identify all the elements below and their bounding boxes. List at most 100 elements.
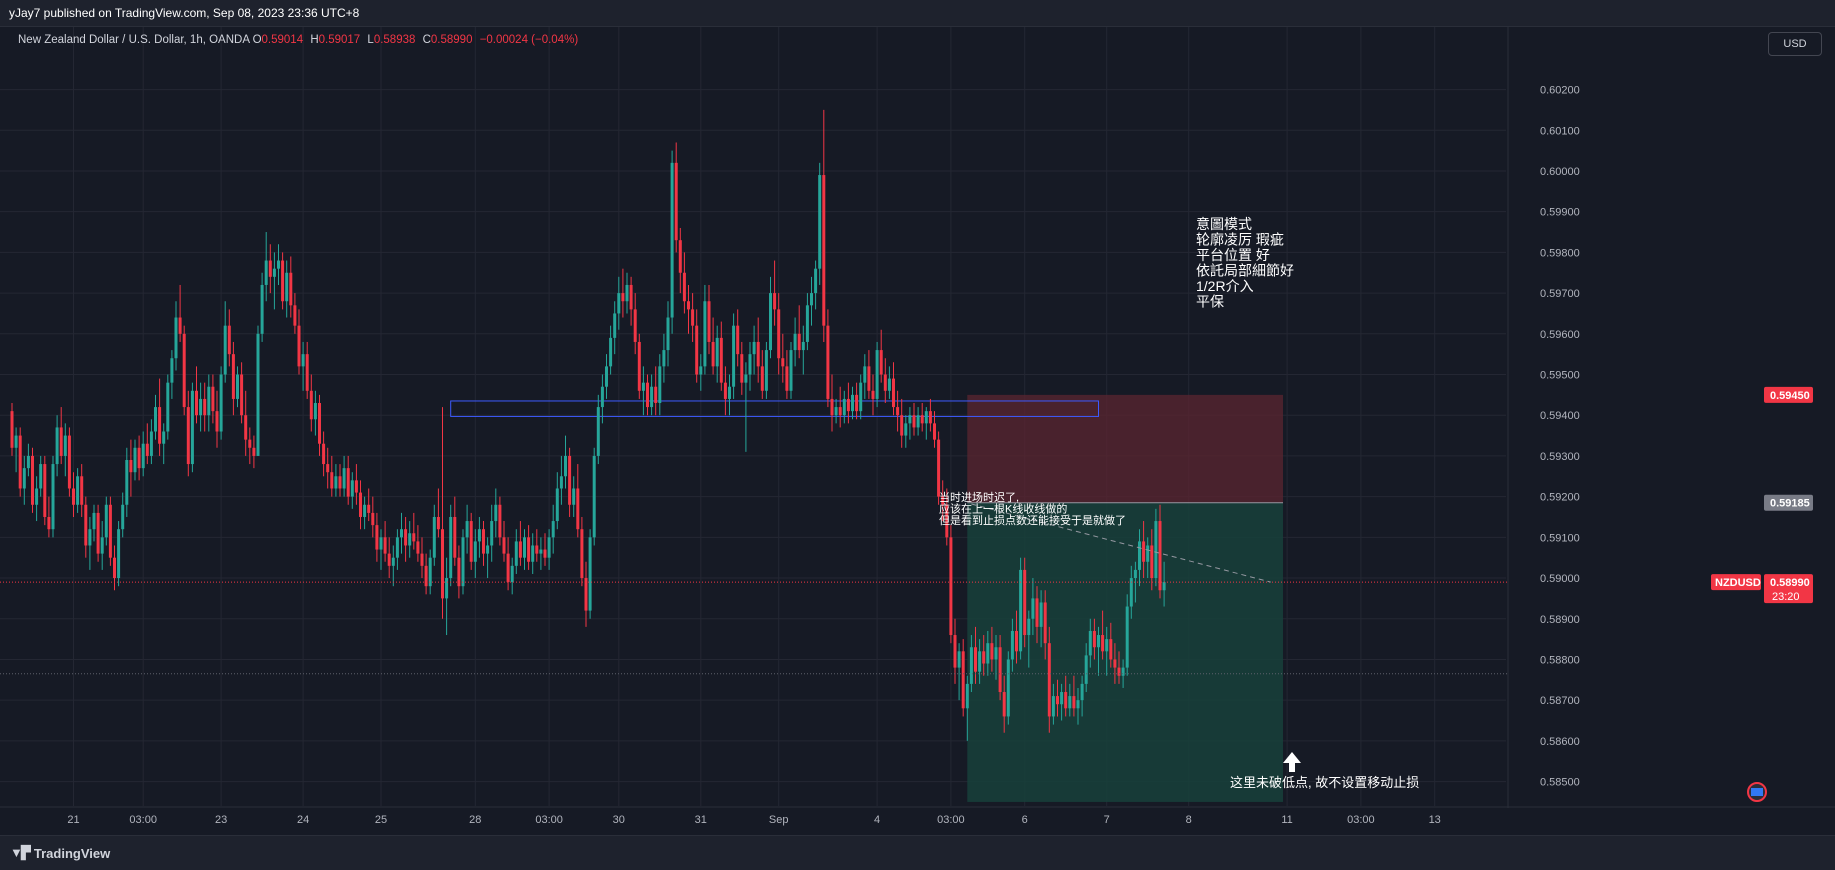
candle-body	[129, 459, 133, 473]
candle-body	[346, 468, 350, 497]
candle-body	[1121, 667, 1125, 676]
candle	[1101, 610, 1105, 660]
candle-body	[457, 557, 461, 587]
candle	[822, 109, 826, 342]
trajectory-dashed-line	[971, 503, 1271, 583]
candle	[982, 635, 986, 676]
candle-body	[605, 366, 608, 387]
tradingview-logo[interactable]: ▼▛ TradingView	[10, 845, 110, 861]
candle-body	[219, 374, 223, 432]
candle-body	[260, 284, 264, 334]
candle	[974, 626, 977, 684]
candle	[22, 455, 26, 505]
candle	[994, 635, 998, 680]
candle-body	[842, 398, 846, 416]
candle	[650, 374, 654, 416]
price-axis[interactable]: 0.60200 0.60100 0.60000 0.59900 0.59800 0.597…	[1507, 27, 1813, 808]
candle	[477, 516, 481, 558]
candle-body	[814, 268, 818, 294]
candle	[461, 529, 465, 595]
candle-body	[887, 378, 891, 391]
candle-body	[674, 162, 678, 241]
candle	[1113, 643, 1117, 684]
candle	[383, 521, 387, 562]
publish-header: yJay7 published on TradingView.com, Sep …	[0, 0, 1835, 27]
late-entry-note: 但是看到止损点数还能接受于是就做了	[939, 513, 1126, 527]
time-tick-label: 7	[1104, 814, 1110, 826]
candle-body	[756, 341, 760, 367]
candle-body	[76, 476, 80, 505]
candle-body	[1023, 569, 1027, 636]
late-entry-note: 当时进场时迟了,	[939, 490, 1019, 504]
candle	[674, 142, 678, 253]
candle	[441, 407, 444, 619]
candle	[814, 260, 818, 310]
low-value: 0.58938	[373, 34, 416, 46]
candle	[609, 325, 613, 375]
candle	[412, 512, 416, 550]
candle-body	[568, 455, 572, 505]
candle-body	[350, 480, 354, 497]
candle-body	[137, 447, 141, 469]
candle-body	[141, 443, 145, 469]
candle	[518, 521, 522, 566]
candle	[39, 455, 43, 497]
candle-body	[482, 529, 485, 554]
candle-body	[338, 476, 342, 489]
candle	[629, 276, 633, 326]
candle	[76, 468, 80, 513]
candle-body	[728, 386, 731, 399]
candle-body	[773, 293, 777, 310]
candle	[826, 309, 830, 408]
candle	[416, 525, 420, 562]
time-axis[interactable]: 21 03:00 23 24 25 28 03:00 30 31 Sep 4 03:00 6 7 8 11 03…	[0, 806, 1835, 826]
candle-body	[272, 268, 276, 277]
candle	[842, 390, 846, 424]
candle	[871, 374, 875, 416]
candle-body	[920, 415, 924, 424]
candle	[154, 394, 157, 440]
candle-body	[477, 529, 481, 542]
price-tick-label: 0.59300	[1540, 451, 1580, 463]
candle	[35, 476, 39, 522]
price-tick-label: 0.60200	[1540, 85, 1580, 97]
symbol-legend: New Zealand Dollar / U.S. Dollar, 1h, OA…	[18, 34, 582, 46]
candle	[838, 386, 842, 428]
candle	[117, 521, 121, 587]
candle	[309, 374, 313, 432]
candle-body	[31, 455, 34, 505]
candle-body	[289, 272, 293, 306]
candle-body	[39, 464, 43, 489]
candle-body	[207, 386, 211, 416]
candle	[912, 403, 916, 436]
candle	[617, 276, 621, 330]
candle-body	[166, 382, 170, 432]
candle	[301, 341, 305, 391]
candle	[170, 350, 174, 399]
candle-body	[732, 325, 736, 387]
candle	[990, 626, 994, 672]
candle-body	[252, 447, 256, 456]
candle	[420, 537, 424, 579]
pattern-note: 依託局部細節好	[1196, 263, 1294, 279]
price-label-badge	[1764, 494, 1813, 511]
time-tick-label: 4	[874, 814, 880, 826]
candle-body	[92, 512, 96, 530]
candle	[404, 516, 408, 562]
candle	[113, 545, 116, 591]
candle-body	[363, 504, 367, 517]
candle-body	[469, 521, 473, 562]
candle	[359, 480, 362, 530]
candle	[1076, 687, 1080, 725]
candle	[539, 537, 543, 570]
candle-body	[1064, 692, 1068, 709]
candle-body	[178, 317, 182, 334]
candle	[104, 496, 108, 546]
currency-button[interactable]: USD	[1768, 32, 1822, 56]
candle	[1064, 675, 1068, 717]
candle-body	[96, 512, 100, 554]
open-label: O	[252, 34, 262, 46]
candle	[781, 333, 785, 383]
candle	[424, 553, 428, 595]
